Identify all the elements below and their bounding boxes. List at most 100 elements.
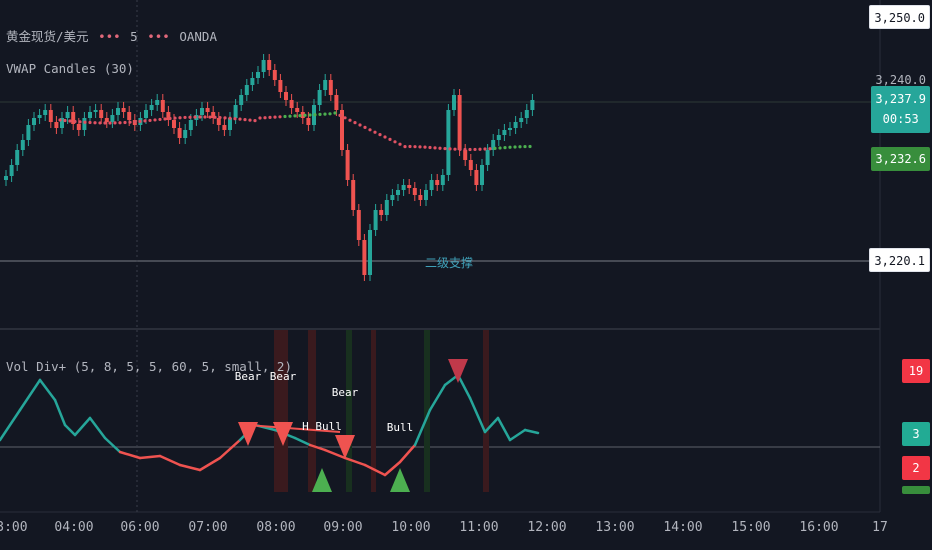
candle-body xyxy=(496,135,501,140)
time-tick-label: 16:00 xyxy=(799,520,838,535)
candle-body xyxy=(15,150,20,165)
vwap-dot xyxy=(68,119,72,123)
osc-segment xyxy=(508,428,527,442)
signal-band xyxy=(274,330,288,492)
vwap-dot xyxy=(108,121,112,125)
candle-body xyxy=(76,124,81,130)
candle-body xyxy=(384,200,389,215)
bear-div-line xyxy=(247,424,341,433)
vwap-dot xyxy=(188,115,192,119)
candle-body xyxy=(121,108,126,112)
voldiv-legend[interactable]: Vol Div+ (5, 8, 5, 5, 60, 5, small, 2) xyxy=(6,359,292,374)
candle-body xyxy=(491,140,496,150)
signal-band xyxy=(483,330,489,492)
candle-body xyxy=(345,150,350,180)
candle-body xyxy=(200,108,204,115)
candle-body xyxy=(9,165,14,176)
osc-badge-2: 2 xyxy=(902,456,930,480)
candle-body xyxy=(127,112,132,120)
osc-segment xyxy=(178,463,202,472)
osc-segment xyxy=(496,416,512,442)
candle-body xyxy=(37,115,42,118)
candle-body xyxy=(502,130,507,135)
bear-marker xyxy=(335,435,355,459)
volume-divergence-oscillator xyxy=(0,373,540,477)
bear-marker xyxy=(448,359,468,383)
vwap-dot xyxy=(283,114,287,119)
candle-body xyxy=(32,118,36,125)
interval: 5 xyxy=(130,29,138,44)
vwap-dot xyxy=(433,146,437,150)
candle-body xyxy=(429,180,434,190)
time-tick-label: 10:00 xyxy=(391,520,430,535)
candle-body xyxy=(379,210,384,215)
vwap-dot xyxy=(278,115,282,119)
candle-body xyxy=(424,190,428,200)
vwap-dot xyxy=(138,119,142,123)
vwap-dot xyxy=(343,116,347,120)
symbol-legend[interactable]: 黄金现货/美元 ••• 5 ••• OANDA xyxy=(6,29,217,44)
candle-body xyxy=(457,95,462,150)
osc-segment xyxy=(363,463,387,477)
vwap-dot xyxy=(503,146,507,150)
candle-body xyxy=(440,175,445,185)
candle-body xyxy=(71,112,76,124)
signal-label: Bear xyxy=(332,386,359,399)
vwap-dot xyxy=(153,118,157,122)
vwap-dot xyxy=(458,147,462,151)
time-tick-label: 13:00 xyxy=(595,520,634,535)
osc-segment xyxy=(456,373,472,400)
candle-body xyxy=(328,80,333,95)
vwap-dot xyxy=(353,121,357,125)
vwap-dot xyxy=(123,120,127,125)
candle-body xyxy=(508,128,512,130)
osc-segment xyxy=(0,408,22,442)
vwap-dot xyxy=(333,111,337,115)
vwap-dot xyxy=(528,144,532,149)
candle-body xyxy=(233,105,238,118)
vwap-legend[interactable]: VWAP Candles (30) xyxy=(6,61,134,76)
vwap-dot xyxy=(73,119,77,124)
osc-segment xyxy=(323,448,347,460)
osc-segment xyxy=(118,450,142,460)
vwap-dot xyxy=(223,116,227,120)
vwap-dot xyxy=(233,117,237,121)
price-top-label: 3,250.0 xyxy=(869,5,930,29)
candle-body xyxy=(88,112,92,118)
vwap-dot xyxy=(88,120,92,125)
time-tick-label: 06:00 xyxy=(120,520,159,535)
candle-body xyxy=(205,108,210,112)
vwap-dot xyxy=(58,118,62,122)
vwap-dot xyxy=(248,118,252,122)
candle-body xyxy=(373,210,378,230)
vwap-dot xyxy=(118,121,122,125)
vwap-dot xyxy=(63,118,67,123)
vwap-dot xyxy=(368,128,372,132)
osc-segment xyxy=(343,456,367,467)
symbol-name: 黄金现货/美元 xyxy=(6,29,89,44)
vwap-dot xyxy=(498,146,502,150)
candle-body xyxy=(211,112,216,118)
candle-body xyxy=(172,120,176,128)
vwap-dot xyxy=(388,137,392,141)
osc-segment xyxy=(428,383,447,412)
candle-body xyxy=(166,112,171,120)
vwap-dot xyxy=(438,146,442,150)
candle-body xyxy=(54,122,59,128)
vwap-dot xyxy=(378,133,382,137)
candle-body xyxy=(323,80,328,90)
vwap-dot xyxy=(238,117,242,121)
time-tick-label: 14:00 xyxy=(663,520,702,535)
candle-body xyxy=(222,125,227,130)
vwap-dot xyxy=(448,147,452,151)
candle-body xyxy=(300,112,305,118)
osc-segment xyxy=(523,428,540,435)
countdown: 00:53 xyxy=(882,112,919,126)
vwap-dot xyxy=(178,116,182,120)
signal-label: Bear xyxy=(270,370,297,383)
candle-body xyxy=(446,110,451,175)
osc-segment xyxy=(88,416,107,440)
candle-body xyxy=(284,92,288,100)
osc-segment xyxy=(308,443,327,452)
